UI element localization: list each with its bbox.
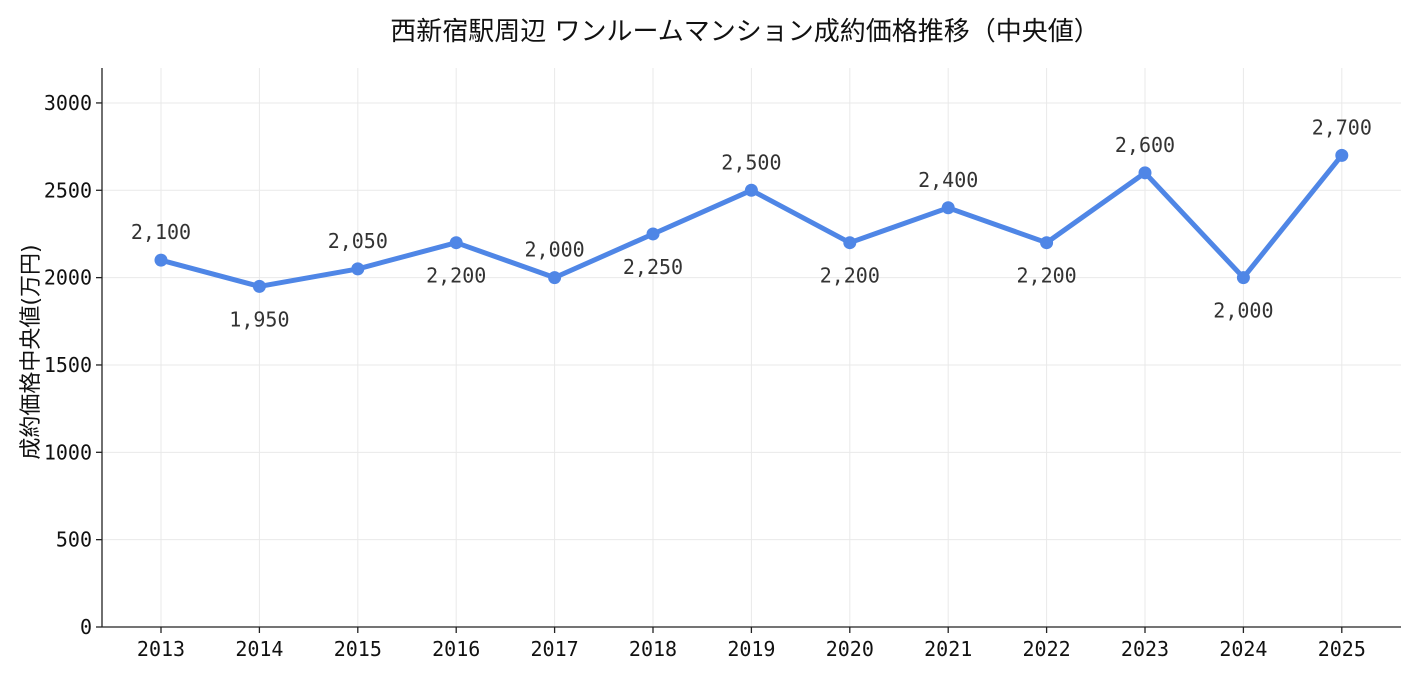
tick-layer: 0 500 1000 1500 2000 2500 3000 2013 2014 2015 2016… bbox=[44, 91, 1366, 661]
data-label: 2,600 bbox=[1115, 133, 1175, 157]
data-label: 2,400 bbox=[918, 168, 978, 192]
data-label: 2,200 bbox=[426, 264, 486, 288]
y-tick-label: 500 bbox=[56, 528, 92, 552]
y-tick-label: 2000 bbox=[44, 266, 92, 290]
data-point bbox=[1040, 236, 1054, 250]
data-label: 2,700 bbox=[1312, 115, 1372, 139]
data-point bbox=[1138, 166, 1152, 180]
x-tick-label: 2018 bbox=[629, 637, 677, 661]
data-point bbox=[1236, 271, 1250, 285]
label-layer: 2,100 1,950 2,050 2,200 2,000 2,250 2,500 2,200… bbox=[131, 115, 1372, 331]
data-label: 2,000 bbox=[524, 238, 584, 262]
data-point bbox=[548, 271, 562, 285]
data-point bbox=[252, 279, 266, 293]
data-point bbox=[744, 183, 758, 197]
x-tick-label: 2014 bbox=[235, 637, 283, 661]
y-axis-label: 成約価格中央値(万円) bbox=[19, 244, 44, 459]
x-tick-label: 2015 bbox=[334, 637, 382, 661]
y-tick-label: 3000 bbox=[44, 91, 92, 115]
x-tick-label: 2021 bbox=[924, 637, 972, 661]
x-tick-label: 2025 bbox=[1318, 637, 1366, 661]
chart-title: 西新宿駅周辺 ワンルームマンション成約価格推移（中央値） bbox=[390, 17, 1100, 47]
data-point bbox=[351, 262, 365, 276]
data-label: 1,950 bbox=[229, 307, 289, 331]
data-label: 2,050 bbox=[328, 229, 388, 253]
data-point bbox=[154, 253, 168, 267]
data-point bbox=[1335, 148, 1349, 162]
x-tick-label: 2023 bbox=[1121, 637, 1169, 661]
data-point bbox=[941, 201, 955, 215]
data-label: 2,100 bbox=[131, 220, 191, 244]
data-label: 2,000 bbox=[1213, 299, 1273, 323]
y-tick-label: 1000 bbox=[44, 440, 92, 464]
data-point bbox=[646, 227, 660, 241]
x-tick-label: 2024 bbox=[1219, 637, 1267, 661]
x-tick-label: 2013 bbox=[137, 637, 185, 661]
data-label: 2,250 bbox=[623, 255, 683, 279]
x-tick-label: 2020 bbox=[826, 637, 874, 661]
axis-layer bbox=[96, 68, 1401, 633]
x-tick-label: 2022 bbox=[1023, 637, 1071, 661]
x-tick-label: 2016 bbox=[432, 637, 480, 661]
x-tick-label: 2019 bbox=[727, 637, 775, 661]
data-label: 2,500 bbox=[721, 150, 781, 174]
data-label: 2,200 bbox=[820, 264, 880, 288]
y-tick-label: 0 bbox=[80, 615, 92, 639]
series-layer bbox=[154, 148, 1349, 293]
y-tick-label: 1500 bbox=[44, 353, 92, 377]
data-label: 2,200 bbox=[1016, 264, 1076, 288]
data-point bbox=[843, 236, 857, 250]
y-tick-label: 2500 bbox=[44, 178, 92, 202]
x-tick-label: 2017 bbox=[531, 637, 579, 661]
data-point bbox=[449, 236, 463, 250]
